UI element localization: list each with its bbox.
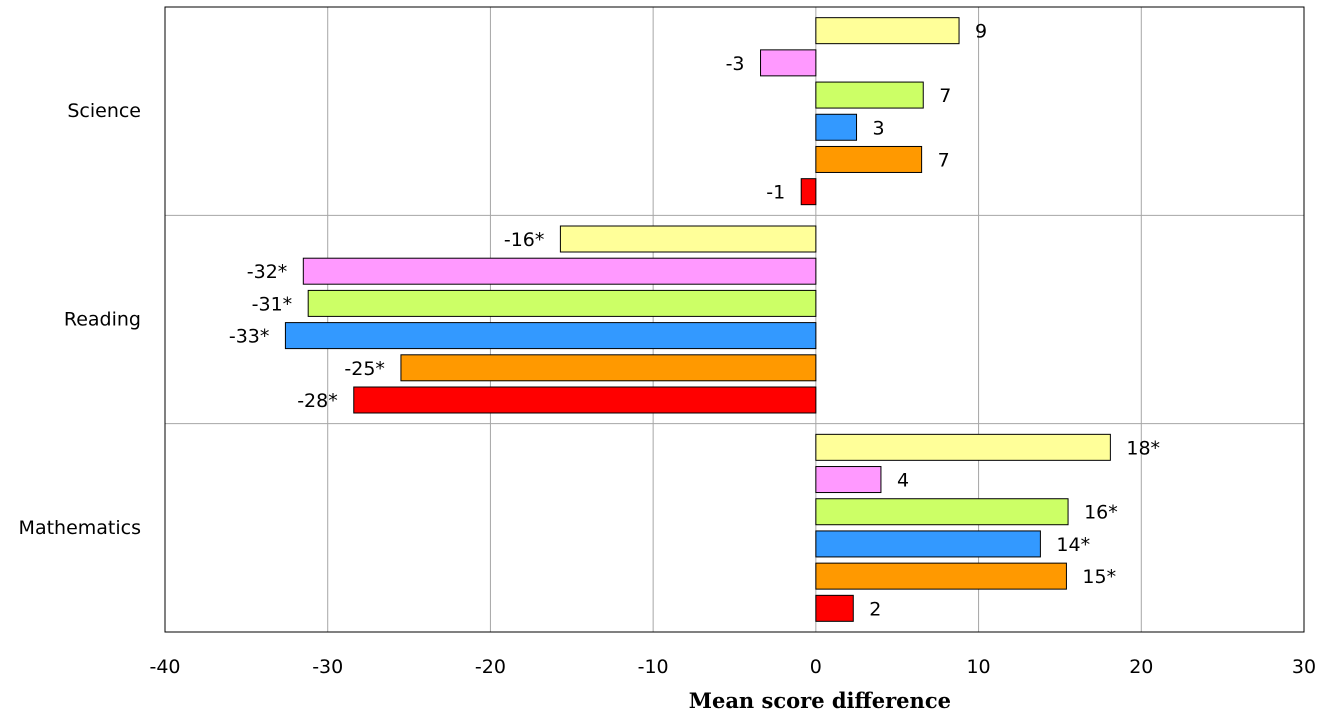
bar	[760, 49, 817, 77]
data-label: -16*	[504, 229, 545, 251]
bar	[815, 530, 1041, 558]
data-label: -33*	[229, 326, 270, 348]
bar	[815, 562, 1067, 590]
data-label: 4	[897, 470, 909, 492]
bar	[284, 322, 817, 350]
data-label: -32*	[247, 261, 288, 283]
x-axis-title: Mean score difference	[689, 688, 951, 713]
bar	[815, 113, 858, 141]
plot-border	[164, 6, 1305, 633]
bar	[800, 178, 817, 206]
data-label: 16*	[1084, 502, 1118, 524]
bar	[400, 354, 817, 382]
bar	[815, 594, 854, 622]
data-label: 7	[939, 85, 951, 107]
bar	[559, 225, 817, 253]
data-label: -28*	[297, 390, 338, 412]
bar	[302, 257, 817, 285]
bar	[815, 433, 1111, 461]
category-label: Mathematics	[19, 517, 141, 539]
bar	[815, 498, 1069, 526]
x-tick-label: -20	[475, 656, 506, 678]
data-label: 18*	[1126, 437, 1160, 459]
x-tick-label: -40	[149, 656, 180, 678]
x-tick-label: 30	[1292, 656, 1316, 678]
x-tick-label: 10	[966, 656, 990, 678]
bar	[815, 17, 960, 45]
data-label: -31*	[252, 293, 293, 315]
data-label: 14*	[1056, 534, 1090, 556]
data-label: 7	[938, 149, 950, 171]
bar	[815, 466, 882, 494]
data-label: -1	[766, 182, 785, 204]
x-tick-label: 20	[1129, 656, 1153, 678]
data-label: 9	[975, 21, 987, 43]
data-label: -25*	[344, 358, 385, 380]
data-label: 3	[873, 117, 885, 139]
bar	[815, 145, 923, 173]
bar	[815, 81, 924, 109]
bar	[307, 289, 817, 317]
data-label: -3	[726, 53, 745, 75]
category-label: Science	[67, 100, 141, 122]
data-label: 2	[869, 598, 881, 620]
data-label: 15*	[1082, 566, 1116, 588]
x-tick-label: 0	[810, 656, 822, 678]
x-tick-label: -10	[638, 656, 669, 678]
category-label: Reading	[64, 309, 141, 331]
x-tick-label: -30	[312, 656, 343, 678]
bar	[353, 386, 817, 414]
